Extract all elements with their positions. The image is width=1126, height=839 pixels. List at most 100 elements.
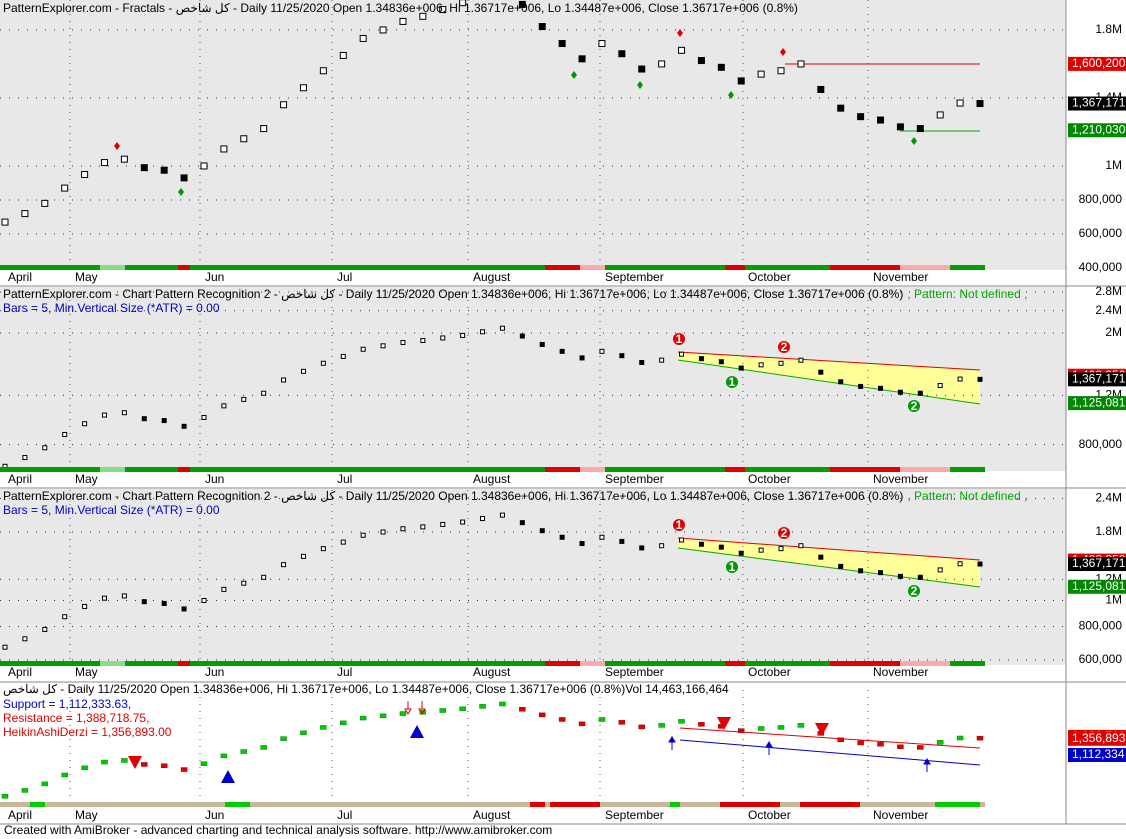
title-text: PatternExplorer.com - Chart Pattern Reco… (3, 287, 903, 301)
ha-bar (737, 728, 745, 733)
time-strip-segment (720, 802, 780, 807)
annotation: Resistance = 1,388,718.75, (3, 711, 149, 725)
time-strip-segment (100, 467, 125, 472)
candle (420, 524, 426, 530)
y-tick-label: 2.4M (1095, 303, 1122, 317)
ha-bar (1, 794, 9, 799)
candle (598, 40, 606, 48)
month-label: Jul (337, 808, 352, 822)
pattern-point-label: 2 (911, 584, 918, 598)
resistance-line (677, 351, 981, 371)
time-strip-segment (580, 467, 605, 472)
month-label: April (8, 472, 32, 486)
candle (937, 567, 943, 573)
time-strip (0, 265, 985, 270)
pane-bg (0, 0, 1066, 270)
ha-bar (757, 726, 765, 731)
support-line (677, 359, 981, 405)
candle (440, 521, 446, 527)
marks (0, 0, 1066, 807)
time-strip-segment (100, 661, 125, 666)
candle (359, 34, 367, 42)
candle (698, 541, 704, 547)
time-strip-segment (225, 802, 250, 807)
candle (659, 357, 665, 363)
candle (22, 636, 28, 642)
candle (817, 85, 825, 93)
candle (778, 546, 784, 552)
candle (121, 593, 127, 599)
candle (798, 357, 804, 363)
candle (778, 360, 784, 366)
candle (937, 382, 943, 388)
ha-bar (678, 719, 685, 724)
candle (519, 520, 525, 526)
candle (897, 389, 903, 395)
candle (499, 512, 505, 518)
ha-bar (359, 715, 367, 721)
y-tick-label: 400,000 (1079, 260, 1123, 274)
candle (858, 383, 864, 389)
pattern-point-label: 1 (729, 560, 736, 574)
ha-bar (399, 711, 407, 716)
candle (717, 63, 725, 71)
candle (379, 26, 387, 34)
candle (360, 346, 366, 352)
pattern-point (726, 376, 738, 388)
candle (559, 348, 565, 354)
candle (460, 519, 466, 525)
candle (221, 403, 227, 409)
candle (858, 568, 864, 574)
candle (956, 99, 964, 107)
candle (81, 170, 89, 178)
month-label: Jul (337, 270, 352, 284)
title-text: كل شاخص - Daily 11/25/2020 Open 1.34836e… (3, 682, 729, 696)
ha-bar (280, 736, 287, 741)
ha-bar (499, 701, 506, 707)
candle (400, 526, 406, 532)
pane-subtitle: Bars = 5, Min.Vertical Size (*ATR) = 0.0… (3, 301, 220, 315)
ha-bar (379, 713, 387, 719)
month-label: September (605, 665, 664, 679)
candle (977, 376, 983, 382)
ha-bar (956, 735, 964, 741)
ha-bar (698, 722, 705, 727)
candle (480, 516, 486, 522)
month-label: October (748, 665, 791, 679)
price-label-box (1068, 747, 1126, 762)
time-strip-segment (725, 661, 745, 666)
ha-bar (220, 753, 228, 759)
candle (558, 40, 566, 48)
candle (220, 145, 228, 153)
time-strip-segment (670, 802, 680, 807)
ha-bar (459, 706, 466, 712)
candle (440, 335, 446, 341)
month-label: May (75, 665, 98, 679)
candle (619, 538, 625, 544)
title-text: PatternExplorer.com - Chart Pattern Reco… (3, 489, 903, 503)
ha-bar (897, 744, 904, 750)
y-tick-label: 2M (1105, 325, 1122, 339)
ha-bar (479, 704, 486, 709)
markers: 1 2 1 2 1 2 1 2 (114, 29, 931, 783)
y-tick-label: 800,000 (1079, 437, 1123, 451)
candle (82, 421, 88, 427)
ha-bar (638, 724, 645, 730)
candle (340, 539, 346, 545)
time-strip-segment (580, 265, 605, 270)
ha-bar (578, 721, 586, 727)
candle (917, 574, 923, 580)
candle (101, 412, 107, 418)
pane-bg (0, 489, 1066, 665)
candle (659, 543, 665, 549)
month-label: October (748, 472, 791, 486)
pane-subtitle: Bars = 5, Min.Vertical Size (*ATR) = 0.0… (3, 503, 220, 517)
resistance-line (677, 537, 981, 561)
y-tick-label: 600,000 (1079, 652, 1123, 666)
candle (62, 614, 68, 620)
ha-bar (917, 745, 924, 750)
price-label: 1,112,334 (1072, 747, 1125, 761)
candle (977, 561, 983, 567)
pattern-point-label: 2 (781, 340, 788, 354)
price-label: 1,367,171 (1072, 556, 1126, 570)
